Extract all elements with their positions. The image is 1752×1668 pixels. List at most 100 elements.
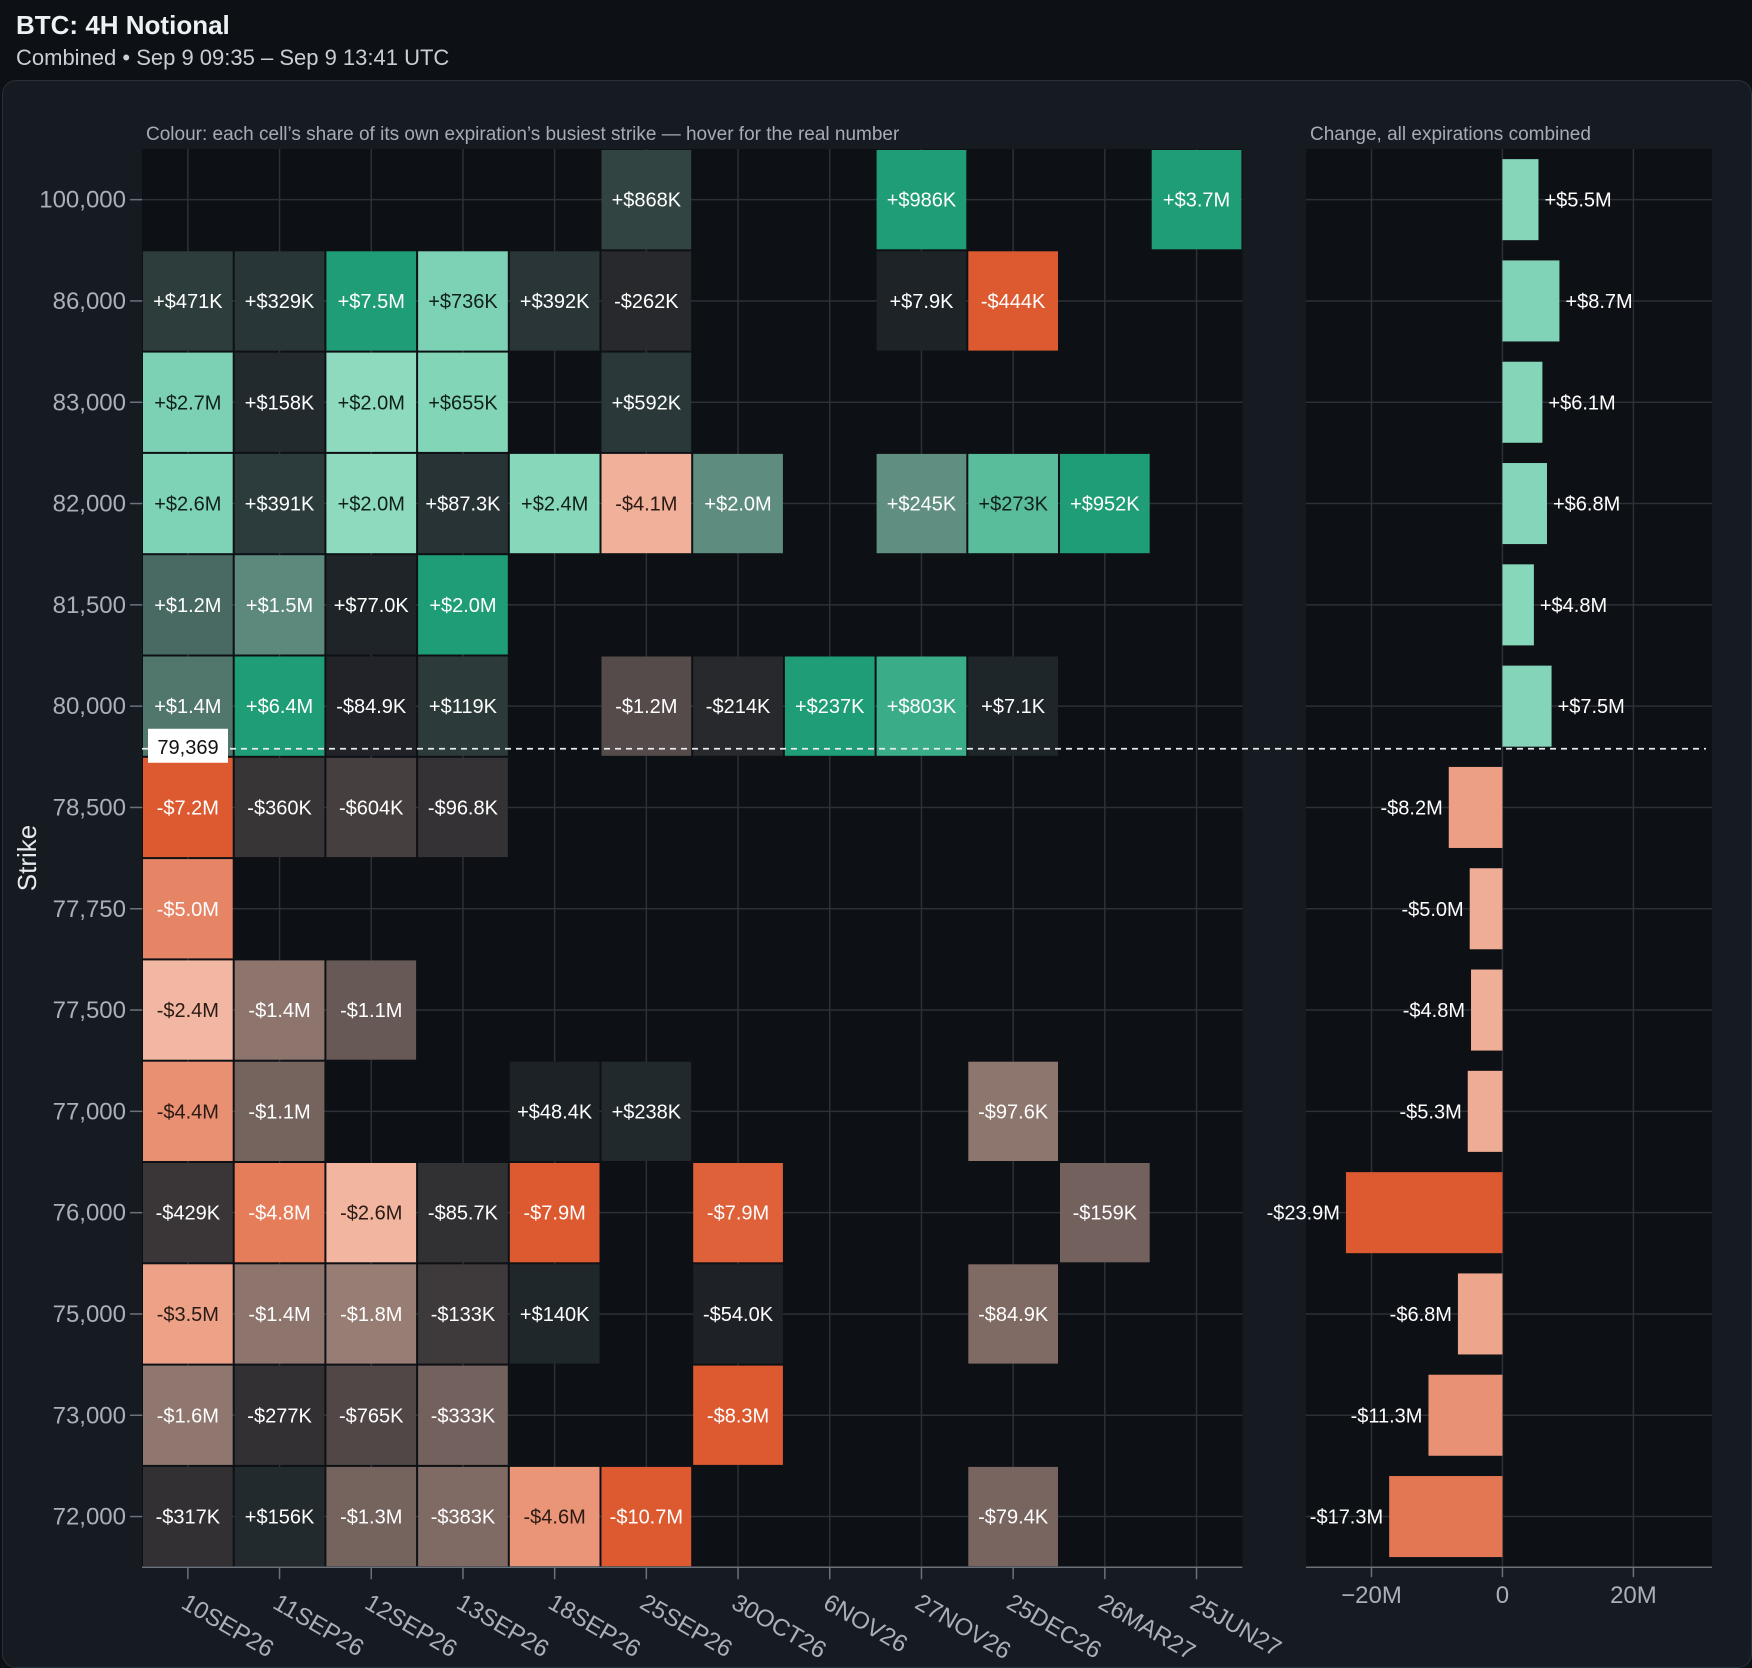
- bar-x-tick-label: 20M: [1610, 1582, 1657, 1609]
- heatmap-cell[interactable]: [418, 453, 508, 554]
- heatmap-cell[interactable]: [143, 352, 233, 452]
- heatmap-cell[interactable]: [143, 757, 233, 858]
- heatmap-cell[interactable]: [876, 453, 967, 554]
- heatmap-cell[interactable]: [601, 1466, 692, 1567]
- heatmap-cell[interactable]: [693, 1163, 783, 1263]
- heatmap-cell[interactable]: [693, 1365, 783, 1465]
- bar[interactable]: [1502, 260, 1560, 342]
- heatmap-cell[interactable]: [234, 757, 325, 858]
- heatmap-cell[interactable]: [968, 1061, 1058, 1161]
- heatmap-cell[interactable]: [1060, 453, 1150, 554]
- heatmap-cell[interactable]: [418, 251, 508, 351]
- heatmap-cell-label: -$1.3M: [340, 1507, 402, 1529]
- heatmap-cell[interactable]: [693, 656, 783, 756]
- heatmap-cell[interactable]: [143, 1163, 233, 1263]
- chart-title: BTC: 4H Notional: [16, 10, 230, 40]
- bar[interactable]: [1502, 361, 1543, 443]
- heatmap-cell[interactable]: [234, 1264, 325, 1364]
- bar[interactable]: [1389, 1476, 1503, 1558]
- bar[interactable]: [1467, 1070, 1503, 1152]
- heatmap-cell[interactable]: [234, 251, 325, 351]
- heatmap-cell-label: +$329K: [245, 291, 315, 313]
- heatmap-cell[interactable]: [601, 150, 692, 250]
- heatmap-cell[interactable]: [326, 251, 417, 351]
- x-tick-label: 13SEP26: [452, 1589, 553, 1663]
- heatmap-cell[interactable]: [143, 1061, 233, 1161]
- heatmap-cell[interactable]: [968, 656, 1058, 756]
- heatmap-cell[interactable]: [143, 1466, 233, 1567]
- heatmap-cell-label: -$7.9M: [707, 1203, 769, 1225]
- heatmap-cell[interactable]: [326, 453, 417, 554]
- heatmap-cell[interactable]: [1060, 1163, 1150, 1263]
- heatmap-cell[interactable]: [326, 757, 417, 858]
- heatmap-cell[interactable]: [968, 1466, 1058, 1567]
- heatmap-cell[interactable]: [968, 251, 1058, 351]
- heatmap-cell[interactable]: [968, 1264, 1058, 1364]
- bar[interactable]: [1448, 766, 1503, 848]
- heatmap-cell[interactable]: [601, 352, 692, 452]
- heatmap-cell[interactable]: [143, 555, 233, 655]
- heatmap-cell[interactable]: [234, 1466, 325, 1567]
- heatmap-cell[interactable]: [968, 453, 1058, 554]
- heatmap-cell[interactable]: [509, 251, 600, 351]
- heatmap-cell[interactable]: [1151, 150, 1242, 250]
- heatmap-cell[interactable]: [143, 1365, 233, 1465]
- bar[interactable]: [1502, 564, 1534, 646]
- heatmap-cell[interactable]: [326, 1466, 417, 1567]
- bar[interactable]: [1502, 159, 1539, 241]
- heatmap-cell[interactable]: [876, 150, 967, 250]
- heatmap-cell[interactable]: [234, 1365, 325, 1465]
- heatmap-cell[interactable]: [234, 555, 325, 655]
- heatmap-cell[interactable]: [234, 1163, 325, 1263]
- bar[interactable]: [1469, 868, 1503, 950]
- heatmap-cell[interactable]: [234, 960, 325, 1060]
- x-tick-label: 27NOV26: [910, 1589, 1015, 1665]
- heatmap-cell[interactable]: [418, 1365, 508, 1465]
- heatmap-cell[interactable]: [234, 656, 325, 756]
- bar-value-label: -$6.8M: [1390, 1304, 1452, 1326]
- heatmap-cell[interactable]: [509, 1163, 600, 1263]
- heatmap-cell[interactable]: [143, 1264, 233, 1364]
- heatmap-cell[interactable]: [418, 1163, 508, 1263]
- heatmap-cell[interactable]: [509, 1264, 600, 1364]
- heatmap-cell[interactable]: [509, 453, 600, 554]
- bar[interactable]: [1502, 463, 1547, 545]
- bar[interactable]: [1457, 1273, 1503, 1355]
- heatmap-cell[interactable]: [234, 453, 325, 554]
- bar[interactable]: [1345, 1172, 1503, 1254]
- heatmap-cell[interactable]: [143, 859, 233, 959]
- heatmap-cell[interactable]: [509, 1466, 600, 1567]
- heatmap-cell-label: +$1.4M: [154, 696, 221, 718]
- heatmap-cell[interactable]: [601, 453, 692, 554]
- bar[interactable]: [1471, 969, 1503, 1051]
- heatmap-cell[interactable]: [418, 1264, 508, 1364]
- heatmap-cell[interactable]: [326, 1365, 417, 1465]
- heatmap-cell[interactable]: [326, 1264, 417, 1364]
- heatmap-cell[interactable]: [601, 1061, 692, 1161]
- heatmap-cell[interactable]: [143, 251, 233, 351]
- heatmap-cell[interactable]: [876, 251, 967, 351]
- heatmap-cell[interactable]: [234, 352, 325, 452]
- heatmap-cell[interactable]: [418, 757, 508, 858]
- heatmap-cell[interactable]: [326, 656, 417, 756]
- heatmap-cell[interactable]: [326, 352, 417, 452]
- heatmap-cell[interactable]: [326, 960, 417, 1060]
- heatmap-cell[interactable]: [234, 1061, 325, 1161]
- heatmap-cell[interactable]: [326, 555, 417, 655]
- heatmap-cell[interactable]: [693, 453, 783, 554]
- heatmap-cell[interactable]: [784, 656, 875, 756]
- heatmap-cell[interactable]: [143, 960, 233, 1060]
- heatmap-cell[interactable]: [326, 1163, 417, 1263]
- bar[interactable]: [1502, 665, 1552, 747]
- heatmap-cell[interactable]: [601, 656, 692, 756]
- heatmap-cell[interactable]: [876, 656, 967, 756]
- bar[interactable]: [1428, 1374, 1503, 1456]
- heatmap-cell[interactable]: [601, 251, 692, 351]
- heatmap-cell[interactable]: [418, 555, 508, 655]
- heatmap-cell[interactable]: [693, 1264, 783, 1364]
- heatmap-cell[interactable]: [418, 1466, 508, 1567]
- heatmap-cell[interactable]: [143, 453, 233, 554]
- heatmap-cell[interactable]: [418, 352, 508, 452]
- heatmap-cell[interactable]: [509, 1061, 600, 1161]
- heatmap-cell[interactable]: [418, 656, 508, 756]
